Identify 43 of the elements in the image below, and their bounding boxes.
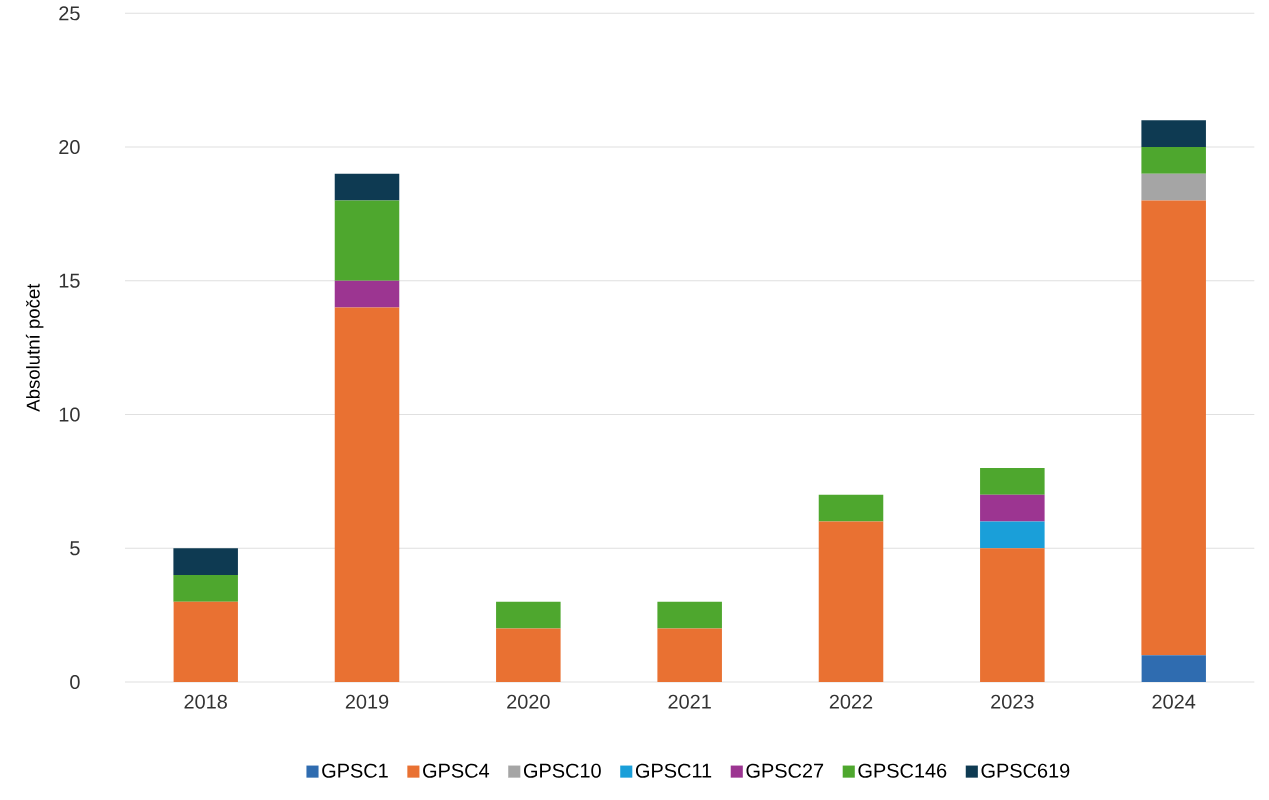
y-tick-label: 20 <box>59 140 80 155</box>
bar <box>334 307 400 682</box>
x-tick-label: 2024 <box>1152 694 1196 709</box>
bar <box>980 494 1045 522</box>
bar <box>173 548 238 576</box>
bar <box>980 468 1045 495</box>
x-tick-label: 2023 <box>991 694 1034 709</box>
bar <box>1141 147 1206 174</box>
legend-label: GPSC11 <box>635 763 712 778</box>
bar <box>334 200 400 281</box>
bar <box>657 601 722 629</box>
bar <box>1141 655 1206 682</box>
y-tick-label: 25 <box>59 6 80 21</box>
y-tick-label: 10 <box>59 407 80 422</box>
legend-label: GPSC10 <box>523 763 601 778</box>
bar <box>334 173 400 201</box>
bar <box>818 494 884 522</box>
x-tick-label: 2018 <box>184 694 227 709</box>
y-tick-label: 15 <box>59 273 80 288</box>
legend-label: GPSC1 <box>322 763 388 778</box>
bar <box>1141 200 1206 656</box>
bar <box>1141 120 1206 148</box>
bar <box>657 628 722 682</box>
bar <box>173 601 238 682</box>
x-tick-label: 2022 <box>829 694 873 709</box>
y-axis-title: Absolutní počet <box>25 283 44 412</box>
bar <box>980 521 1045 549</box>
bar <box>1141 173 1206 201</box>
legend-label: GPSC619 <box>981 763 1070 778</box>
bar <box>818 521 884 682</box>
bar <box>173 575 238 602</box>
x-tick-label: 2019 <box>345 694 389 709</box>
legend-label: GPSC27 <box>746 763 824 778</box>
bar <box>980 548 1045 682</box>
y-tick-label: 5 <box>70 541 80 556</box>
legend-label: GPSC146 <box>858 763 947 778</box>
bar <box>334 280 400 308</box>
bar <box>496 628 561 682</box>
y-tick-label: 0 <box>70 674 80 690</box>
x-tick-label: 2021 <box>668 694 711 709</box>
x-tick-label: 2020 <box>507 694 550 709</box>
bar <box>496 601 561 629</box>
legend-label: GPSC4 <box>423 763 490 778</box>
